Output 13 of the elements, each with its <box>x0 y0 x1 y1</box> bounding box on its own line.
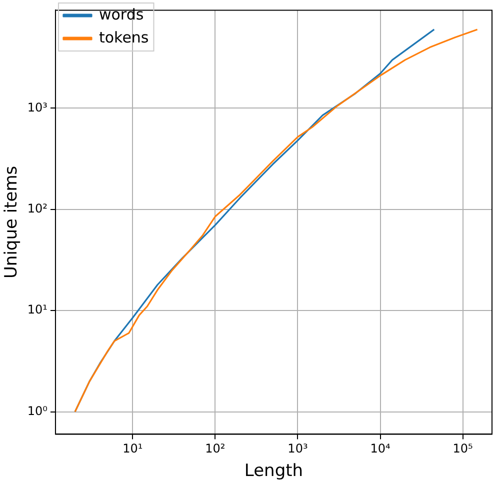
y-tick-label: 10⁰ <box>27 404 48 418</box>
y-axis-title: Unique items <box>2 166 22 279</box>
x-tick-label: 10³ <box>288 442 308 456</box>
x-tick-label: 10⁵ <box>452 442 473 456</box>
x-tick-label: 10⁴ <box>370 442 390 456</box>
y-tick-label: 10¹ <box>27 302 48 317</box>
x-axis-title: Length <box>244 461 304 482</box>
y-tick-label: 10² <box>27 202 48 216</box>
legend-label: words <box>98 5 144 24</box>
x-tick-label: 10¹ <box>122 442 143 456</box>
x-tick-label: 10² <box>205 442 226 456</box>
y-tick-label: 10³ <box>27 100 48 114</box>
legend-label: tokens <box>98 28 149 46</box>
